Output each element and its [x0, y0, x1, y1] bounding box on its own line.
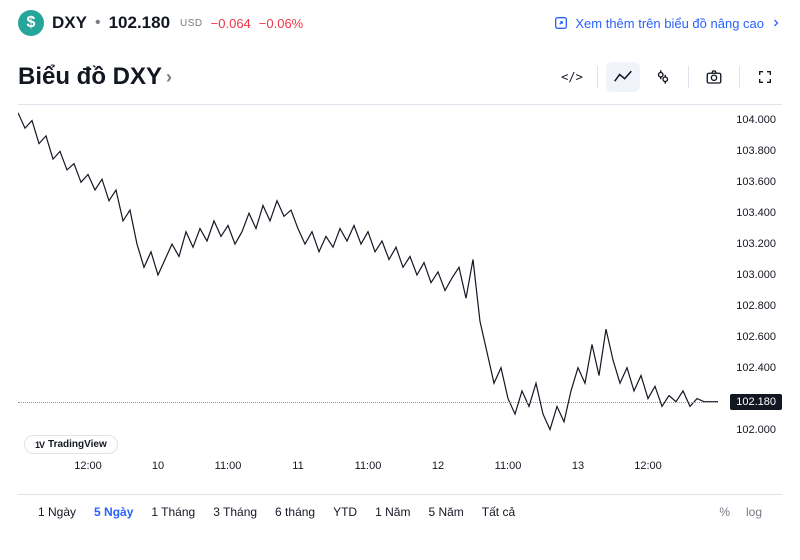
y-tick: 103.400	[736, 207, 776, 219]
range-item[interactable]: 1 Năm	[373, 501, 412, 523]
range-item[interactable]: 5 Ngày	[92, 501, 135, 523]
range-item[interactable]: 1 Tháng	[149, 501, 197, 523]
chevron-right-icon: ›	[166, 67, 172, 88]
y-tick: 102.800	[736, 300, 776, 312]
tool-divider	[739, 66, 740, 88]
range-item[interactable]: Tất cả	[480, 501, 517, 523]
range-selector: 1 Ngày 5 Ngày 1 Tháng 3 Tháng 6 tháng YTD 1 Nă…	[18, 494, 782, 523]
last-price: 102.180	[109, 13, 170, 33]
indicators-icon	[654, 68, 672, 86]
price-change-pct: −0.06%	[259, 16, 303, 31]
range-item[interactable]: YTD	[331, 501, 359, 523]
x-tick: 12:00	[634, 460, 662, 472]
separator-dot: •	[95, 14, 101, 32]
current-price-line	[18, 402, 718, 403]
scale-toggle[interactable]: log	[744, 501, 764, 523]
advanced-chart-label: Xem thêm trên biểu đồ nâng cao	[575, 16, 764, 31]
chart-title-text: Biểu đồ DXY	[18, 63, 162, 91]
currency-label: USD	[180, 18, 203, 29]
y-tick: 103.000	[736, 269, 776, 281]
current-price-badge: 102.180	[730, 394, 782, 410]
price-change: −0.064	[211, 16, 251, 31]
x-tick: 11:00	[495, 460, 522, 472]
tradingview-logo-icon: 1V	[35, 440, 44, 450]
tool-divider	[597, 66, 598, 88]
fullscreen-button[interactable]	[748, 62, 782, 92]
range-item[interactable]: 1 Ngày	[36, 501, 78, 523]
embed-icon: </>	[561, 70, 583, 84]
launch-icon	[553, 15, 569, 31]
y-tick: 102.000	[736, 424, 776, 436]
camera-icon	[705, 68, 723, 86]
chart-title[interactable]: Biểu đồ DXY›	[18, 63, 172, 91]
price-line-chart	[18, 105, 718, 445]
y-tick: 103.200	[736, 238, 776, 250]
embed-button[interactable]: </>	[555, 62, 589, 92]
advanced-chart-link[interactable]: Xem thêm trên biểu đồ nâng cao	[553, 15, 782, 31]
x-tick: 11:00	[215, 460, 242, 472]
x-tick: 12	[432, 460, 444, 472]
y-tick: 102.600	[736, 331, 776, 343]
symbol-icon: $	[18, 10, 44, 36]
x-tick: 13	[572, 460, 584, 472]
y-tick: 103.600	[736, 176, 776, 188]
tool-divider	[688, 66, 689, 88]
x-tick: 12:00	[74, 460, 102, 472]
indicators-button[interactable]	[646, 62, 680, 92]
x-tick: 11:00	[355, 460, 382, 472]
y-axis: 104.000 103.800 103.600 103.400 103.200 103.0…	[722, 105, 782, 494]
y-tick: 104.000	[736, 114, 776, 126]
range-item[interactable]: 5 Năm	[426, 501, 465, 523]
x-axis: 12:00 10 11:00 11 11:00 12 11:00 13 12:00	[18, 460, 722, 476]
line-chart-icon	[613, 69, 633, 85]
chart-area[interactable]: 104.000 103.800 103.600 103.400 103.200 103.0…	[18, 104, 782, 494]
x-tick: 11	[292, 460, 303, 472]
fullscreen-icon	[757, 69, 773, 85]
chevron-right-icon	[770, 17, 782, 29]
scale-toggle[interactable]: %	[717, 501, 732, 523]
symbol-name: DXY	[52, 13, 87, 33]
range-item[interactable]: 3 Tháng	[211, 501, 259, 523]
attribution-text: TradingView	[48, 439, 107, 450]
x-tick: 10	[152, 460, 164, 472]
chart-type-line-button[interactable]	[606, 62, 640, 92]
y-tick: 103.800	[736, 145, 776, 157]
range-item[interactable]: 6 tháng	[273, 501, 317, 523]
screenshot-button[interactable]	[697, 62, 731, 92]
attribution-badge[interactable]: 1V TradingView	[24, 435, 118, 454]
y-tick: 102.400	[736, 362, 776, 374]
